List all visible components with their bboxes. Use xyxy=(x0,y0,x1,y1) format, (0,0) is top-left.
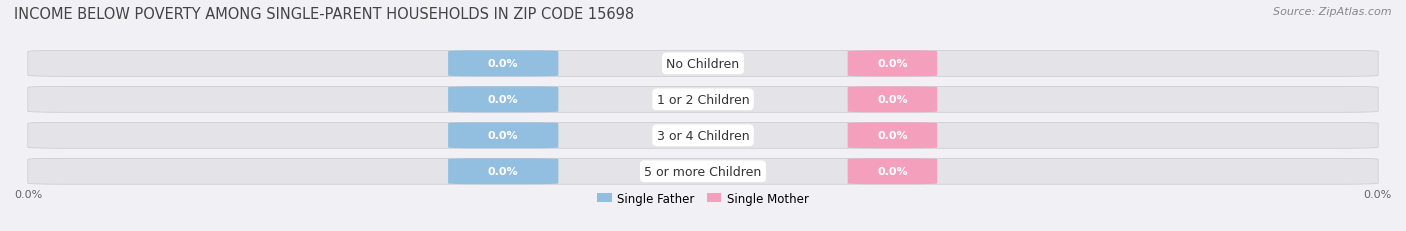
Text: 0.0%: 0.0% xyxy=(488,131,519,141)
Text: 5 or more Children: 5 or more Children xyxy=(644,165,762,178)
FancyBboxPatch shape xyxy=(449,87,558,113)
FancyBboxPatch shape xyxy=(848,87,938,113)
Text: 0.0%: 0.0% xyxy=(488,167,519,176)
FancyBboxPatch shape xyxy=(28,51,1378,77)
Text: 0.0%: 0.0% xyxy=(877,59,908,69)
Text: 0.0%: 0.0% xyxy=(877,167,908,176)
Text: 3 or 4 Children: 3 or 4 Children xyxy=(657,129,749,142)
Text: 0.0%: 0.0% xyxy=(488,59,519,69)
Text: 0.0%: 0.0% xyxy=(877,131,908,141)
Text: 1 or 2 Children: 1 or 2 Children xyxy=(657,93,749,106)
Text: 0.0%: 0.0% xyxy=(1364,189,1392,199)
FancyBboxPatch shape xyxy=(848,159,938,184)
FancyBboxPatch shape xyxy=(848,51,938,77)
Text: Source: ZipAtlas.com: Source: ZipAtlas.com xyxy=(1274,7,1392,17)
FancyBboxPatch shape xyxy=(28,87,1378,113)
Text: 0.0%: 0.0% xyxy=(877,95,908,105)
Text: 0.0%: 0.0% xyxy=(488,95,519,105)
FancyBboxPatch shape xyxy=(848,123,938,149)
Text: No Children: No Children xyxy=(666,58,740,71)
FancyBboxPatch shape xyxy=(28,159,1378,184)
FancyBboxPatch shape xyxy=(449,159,558,184)
FancyBboxPatch shape xyxy=(28,123,1378,149)
Text: INCOME BELOW POVERTY AMONG SINGLE-PARENT HOUSEHOLDS IN ZIP CODE 15698: INCOME BELOW POVERTY AMONG SINGLE-PARENT… xyxy=(14,7,634,22)
FancyBboxPatch shape xyxy=(449,123,558,149)
FancyBboxPatch shape xyxy=(449,51,558,77)
Legend: Single Father, Single Mother: Single Father, Single Mother xyxy=(593,187,813,209)
Text: 0.0%: 0.0% xyxy=(14,189,42,199)
